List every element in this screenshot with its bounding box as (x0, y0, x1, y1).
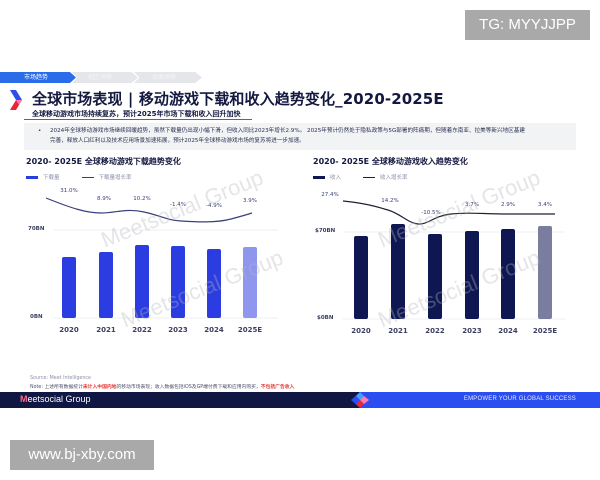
growth-label: -4.9% (206, 203, 222, 209)
footer-logo: Meetsocial Group (20, 394, 91, 404)
brand-chevron-icon (10, 90, 22, 110)
source-note: Source: Meet Intelligence (30, 376, 91, 381)
breadcrumb-category-insight[interactable]: 品类洞察 (134, 72, 202, 83)
chart-legend: 下载量 下载量增长率 (26, 173, 132, 181)
summary-text-2: 完善，释放人口红利以及技术应用场景加速拓展，预计2025年全球移动游戏市场的复苏… (50, 138, 305, 144)
note-text: Note: 上述所有数据统计 (30, 385, 83, 390)
legend-bar-swatch (313, 175, 325, 179)
chart-svg (342, 200, 565, 320)
x-tick: 2022 (132, 326, 152, 334)
logo-mark: M (20, 394, 28, 404)
y-tick-zero: $0BN (317, 315, 334, 321)
growth-label: 2.9% (501, 202, 515, 208)
x-tick: 2020 (59, 326, 79, 334)
chart-title: 2020- 2025E 全球移动游戏下载趋势变化 (26, 157, 181, 166)
page-title: 全球市场表现 | 移动游戏下载和收入趋势变化_2020-2025E (32, 90, 444, 108)
note-highlight: 未计入中国内地 (82, 385, 117, 390)
legend-item-revenue: 收入 (313, 173, 341, 181)
growth-label: -10.5% (421, 210, 441, 216)
growth-label: 27.4% (321, 192, 339, 198)
x-tick: 2023 (168, 326, 188, 334)
x-tick: 2021 (388, 327, 408, 335)
legend-item-downloads-growth: 下载量增长率 (81, 173, 132, 181)
summary-text-1: 2024年全球移动游戏市场继续回暖趋势，虽然下载量仍出现小幅下滑，但收入同比20… (50, 128, 525, 134)
growth-label: -1.4% (170, 202, 186, 208)
legend-item-revenue-growth: 收入增长率 (363, 173, 408, 181)
x-tick: 2021 (96, 326, 116, 334)
x-tick: 2022 (425, 327, 445, 335)
growth-label: 14.2% (381, 198, 399, 204)
y-tick-max: 70BN (28, 226, 45, 232)
summary-line-1: • 2024年全球移动游戏市场继续回暖趋势，虽然下载量仍出现小幅下滑，但收入同比2… (38, 126, 566, 136)
legend-label: 收入增长率 (380, 175, 408, 181)
breadcrumb-market-trend[interactable]: 市场趋势 (0, 72, 76, 83)
bullet: • (38, 128, 42, 134)
y-tick-zero: 0BN (30, 314, 43, 320)
summary-line-2: 完善，释放人口红利以及技术应用场景加速拓展，预计2025年全球移动游戏市场的复苏… (38, 136, 566, 146)
diamond-accent-icon (351, 392, 369, 408)
chart-legend: 收入 收入增长率 (313, 173, 408, 181)
breadcrumb-region-insight[interactable]: 地区洞察 (72, 72, 138, 83)
note-highlight: 不包括广告收入 (260, 385, 295, 390)
growth-label: 3.4% (538, 202, 552, 208)
x-tick: 2025E (532, 327, 558, 335)
growth-label: 31.0% (60, 188, 78, 194)
footer-brand-area: Meetsocial Group (0, 392, 360, 408)
legend-line-swatch (363, 176, 376, 178)
summary-box: • 2024年全球移动游戏市场继续回暖趋势，虽然下载量仍出现小幅下滑，但收入同比2… (24, 123, 576, 150)
note-text: 的移动市场表现；收入数据包括iOS及GP端付费下载和应用内购买， (116, 385, 261, 390)
x-tick: 2020 (351, 327, 371, 335)
subtitle-divider (24, 119, 252, 120)
x-tick: 2024 (498, 327, 518, 335)
revenue-chart: 2020- 2025E 全球移动游戏收入趋势变化 收入 收入增长率 (313, 156, 578, 388)
legend-label: 下载量 (43, 175, 60, 181)
downloads-chart: 2020- 2025E 全球移动游戏下载趋势变化 下载量 下载量增长率 (26, 156, 291, 388)
legend-label: 下载量增长率 (98, 175, 132, 181)
data-note: Note: 上述所有数据统计未计入中国内地的移动市场表现；收入数据包括iOS及G… (30, 383, 294, 390)
plot-area: $70BN $0BN 27.4% 14.2% -10.5% 3.7% 2.9% … (313, 165, 578, 388)
footer-tagline: EMPOWER YOUR GLOBAL SUCCESS (463, 396, 576, 402)
footer-tagline-area: EMPOWER YOUR GLOBAL SUCCESS (351, 392, 600, 408)
growth-label: 8.9% (97, 196, 111, 202)
chart-title: 2020- 2025E 全球移动游戏收入趋势变化 (313, 157, 468, 166)
legend-bar-swatch (26, 175, 38, 179)
legend-label: 收入 (330, 175, 342, 181)
slide: 市场趋势 地区洞察 品类洞察 全球市场表现 | 移动游戏下载和收入趋势变化_20… (0, 68, 600, 408)
growth-label: 3.9% (243, 198, 257, 204)
growth-label: 3.7% (465, 202, 479, 208)
url-overlay-badge: www.bj-xby.com (10, 440, 154, 470)
page-subtitle: 全球移动游戏市场持续复苏，预计2025年市场下载和收入回升加快 (32, 110, 241, 118)
x-tick: 2025E (237, 326, 263, 334)
x-tick: 2023 (462, 327, 482, 335)
chart-svg (45, 197, 278, 319)
legend-item-downloads: 下载量 (26, 173, 60, 181)
x-tick: 2024 (204, 326, 224, 334)
y-tick-max: $70BN (315, 228, 336, 234)
logo-text: eetsocial Group (27, 394, 91, 404)
plot-area: 70BN 0BN 31.0% 8.9% 10.2% -1.4% -4.9% 3.… (26, 165, 291, 388)
legend-line-swatch (81, 176, 94, 178)
growth-label: 10.2% (133, 196, 151, 202)
tg-overlay-badge: TG: MYYJJPP (465, 10, 590, 40)
breadcrumb: 市场趋势 地区洞察 品类洞察 (0, 72, 202, 83)
footer-bar: Meetsocial Group EMPOWER YOUR GLOBAL SUC… (0, 392, 600, 408)
